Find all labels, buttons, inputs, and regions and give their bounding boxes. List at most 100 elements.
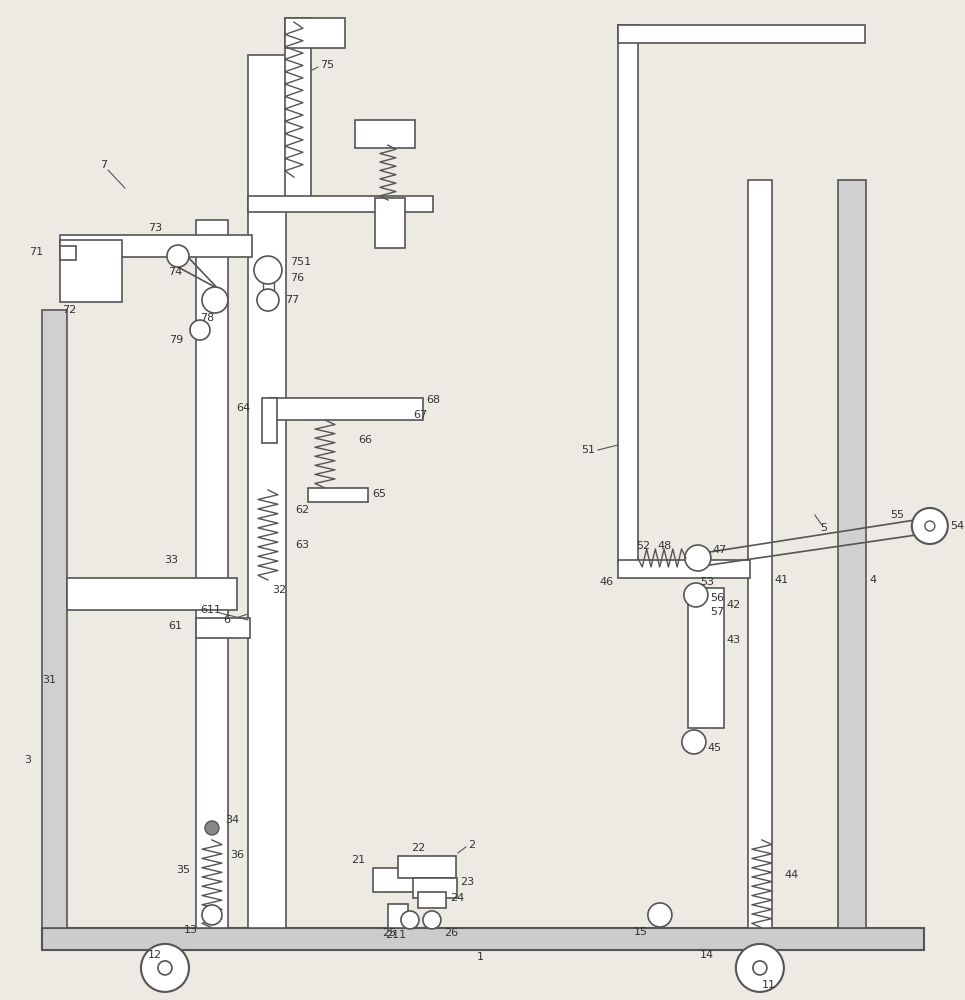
Text: 76: 76 <box>290 273 304 283</box>
Bar <box>248 55 286 928</box>
Bar <box>618 560 750 578</box>
Text: 12: 12 <box>148 950 162 960</box>
Circle shape <box>167 245 189 267</box>
Bar <box>262 280 274 298</box>
Text: 21: 21 <box>351 855 365 865</box>
Bar <box>388 904 408 928</box>
Circle shape <box>205 821 219 835</box>
Bar <box>688 588 724 728</box>
Text: 22: 22 <box>411 843 425 853</box>
Bar <box>60 240 122 302</box>
Text: 2: 2 <box>468 840 475 850</box>
Bar <box>285 18 311 198</box>
Text: 5: 5 <box>820 523 827 533</box>
Text: 73: 73 <box>148 223 162 233</box>
Bar <box>413 878 456 898</box>
Text: 75: 75 <box>320 60 334 70</box>
Bar <box>618 25 638 565</box>
Bar <box>375 198 405 248</box>
Text: 751: 751 <box>290 257 311 267</box>
Text: 14: 14 <box>700 950 714 960</box>
Text: 52: 52 <box>636 541 650 551</box>
Circle shape <box>423 911 441 929</box>
Circle shape <box>190 320 210 340</box>
Text: 45: 45 <box>708 743 722 753</box>
Text: 77: 77 <box>285 295 299 305</box>
Circle shape <box>254 256 282 284</box>
Bar <box>42 928 924 950</box>
Text: 74: 74 <box>168 267 182 277</box>
Bar <box>262 398 277 443</box>
Bar <box>67 578 237 610</box>
Text: 54: 54 <box>950 521 964 531</box>
Bar <box>418 892 446 908</box>
Text: 62: 62 <box>295 505 309 515</box>
Circle shape <box>736 944 784 992</box>
Text: 46: 46 <box>600 577 614 587</box>
Text: 68: 68 <box>426 395 440 405</box>
Bar <box>60 235 252 257</box>
Circle shape <box>912 508 948 544</box>
Text: 211: 211 <box>385 930 406 940</box>
Text: 25: 25 <box>382 928 396 938</box>
Bar <box>308 488 368 502</box>
Text: 51: 51 <box>581 445 594 455</box>
Circle shape <box>753 961 767 975</box>
Circle shape <box>141 944 189 992</box>
Text: 63: 63 <box>295 540 309 550</box>
Text: 42: 42 <box>727 600 741 610</box>
Text: 1: 1 <box>477 952 483 962</box>
Circle shape <box>924 521 935 531</box>
Bar <box>285 18 345 48</box>
Text: 43: 43 <box>727 635 741 645</box>
Text: 23: 23 <box>460 877 474 887</box>
Circle shape <box>648 903 672 927</box>
Bar <box>196 220 228 928</box>
Bar <box>372 868 421 892</box>
Text: 64: 64 <box>235 403 250 413</box>
Text: 4: 4 <box>869 575 877 585</box>
Circle shape <box>158 961 172 975</box>
Bar <box>248 196 433 212</box>
Text: 66: 66 <box>358 435 372 445</box>
Circle shape <box>682 730 705 754</box>
Text: 15: 15 <box>634 927 648 937</box>
Text: 3: 3 <box>24 755 32 765</box>
Text: 55: 55 <box>890 510 904 520</box>
Text: 78: 78 <box>200 313 214 323</box>
Bar <box>268 398 423 420</box>
Text: 41: 41 <box>775 575 789 585</box>
Text: 6: 6 <box>223 615 230 625</box>
Text: 7: 7 <box>100 160 107 170</box>
Bar <box>748 180 772 928</box>
Text: 24: 24 <box>450 893 464 903</box>
Circle shape <box>684 583 708 607</box>
Text: 53: 53 <box>700 577 714 587</box>
Text: 56: 56 <box>710 593 724 603</box>
Bar <box>196 618 250 638</box>
Text: 79: 79 <box>169 335 183 345</box>
Text: 31: 31 <box>42 675 56 685</box>
Text: 33: 33 <box>164 555 178 565</box>
Circle shape <box>257 289 279 311</box>
Text: 71: 71 <box>29 247 43 257</box>
Text: 72: 72 <box>62 305 76 315</box>
Circle shape <box>685 545 711 571</box>
Text: 48: 48 <box>658 541 673 551</box>
Bar <box>60 246 76 260</box>
Text: 26: 26 <box>444 928 458 938</box>
Text: 67: 67 <box>413 410 427 420</box>
Text: 61: 61 <box>168 621 182 631</box>
Bar <box>355 120 415 148</box>
Text: 36: 36 <box>230 850 244 860</box>
Bar <box>618 25 865 43</box>
Text: 13: 13 <box>184 925 198 935</box>
Text: 35: 35 <box>176 865 190 875</box>
Text: 65: 65 <box>372 489 386 499</box>
Circle shape <box>202 905 222 925</box>
Bar <box>838 180 866 928</box>
Text: 32: 32 <box>272 585 286 595</box>
Circle shape <box>202 287 228 313</box>
Text: 34: 34 <box>225 815 239 825</box>
Text: 47: 47 <box>713 545 728 555</box>
